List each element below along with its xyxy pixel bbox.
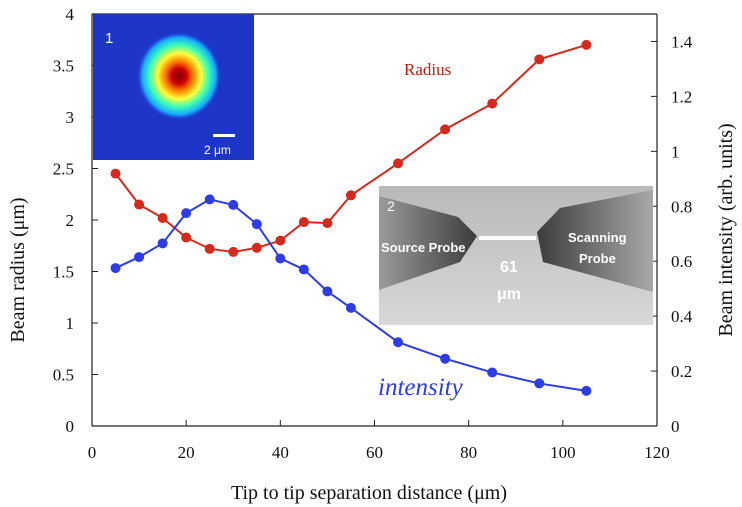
data-point-radius — [345, 190, 356, 201]
data-point-intensity — [275, 253, 286, 264]
x-tick-label: 80 — [460, 443, 477, 462]
x-tick-label: 120 — [644, 443, 670, 462]
y-right-tick-label: 0.2 — [671, 362, 692, 381]
scale-bar — [213, 134, 235, 137]
y-left-tick-label: 3.5 — [53, 57, 74, 76]
gap-distance-value: 61 — [500, 259, 518, 276]
beam-spot — [137, 32, 221, 120]
data-point-radius — [393, 158, 404, 169]
source-probe-shape — [379, 196, 477, 290]
series-line-intensity — [115, 198, 587, 392]
data-point-radius — [487, 98, 498, 109]
y-left-tick-label: 4 — [66, 5, 75, 24]
data-point-intensity — [251, 219, 262, 230]
gap-distance-unit: μm — [497, 286, 521, 303]
y-left-tick-label: 3 — [66, 108, 75, 127]
x-axis-title: Tip to tip separation distance (μm) — [231, 482, 507, 504]
data-point-intensity — [204, 194, 215, 205]
inset-probe-photo: 2 Source Probe Scanning Probe 61 μm — [379, 186, 653, 325]
data-point-radius — [204, 243, 215, 254]
series-layer — [110, 39, 592, 396]
inset-probe-photo-index: 2 — [387, 198, 395, 214]
x-tick-label: 20 — [178, 443, 195, 462]
y-right-tick-label: 0.6 — [671, 252, 692, 271]
series-label-radius: Radius — [404, 60, 451, 79]
data-point-radius — [298, 217, 309, 228]
data-point-radius — [134, 199, 145, 210]
data-point-intensity — [345, 302, 356, 313]
data-point-intensity — [157, 238, 168, 249]
data-point-radius — [181, 232, 192, 243]
scanning-probe-label-line2: Probe — [579, 251, 616, 266]
y-left-tick-label: 2.5 — [53, 160, 74, 179]
data-point-radius — [157, 212, 168, 223]
data-point-radius — [110, 168, 121, 179]
data-point-intensity — [581, 385, 592, 396]
scanning-probe-shape — [537, 190, 653, 292]
y-right-tick-label: 1.2 — [671, 87, 692, 106]
data-point-radius — [440, 124, 451, 135]
data-point-intensity — [440, 353, 451, 364]
data-point-intensity — [487, 367, 498, 378]
data-point-intensity — [134, 252, 145, 263]
y-left-tick-label: 0 — [66, 417, 75, 436]
y-left-tick-label: 2 — [66, 211, 75, 230]
data-point-intensity — [110, 263, 121, 274]
scale-bar-label: 2 μm — [204, 143, 231, 157]
data-point-intensity — [181, 208, 192, 219]
inset-beam-spot: 1 2 μm — [93, 14, 254, 160]
y-axis-right-title: Beam intensity (arb. units) — [715, 123, 737, 336]
x-tick-label: 0 — [88, 443, 97, 462]
data-point-intensity — [298, 264, 309, 275]
y-right-tick-label: 0 — [671, 417, 680, 436]
y-left-tick-label: 0.5 — [53, 366, 74, 385]
y-right-tick-label: 0.8 — [671, 197, 692, 216]
x-tick-label: 40 — [272, 443, 289, 462]
data-point-radius — [275, 235, 286, 246]
inset-beam-spot-index: 1 — [105, 30, 113, 47]
data-point-radius — [228, 246, 239, 257]
series-label-intensity: intensity — [378, 374, 464, 401]
x-tick-label: 100 — [550, 443, 576, 462]
y-axis-left-title: Beam radius (μm) — [7, 197, 29, 342]
data-point-intensity — [393, 337, 404, 348]
data-point-intensity — [322, 286, 333, 297]
data-point-intensity — [534, 378, 545, 389]
y-right-tick-label: 1 — [671, 142, 680, 161]
data-point-radius — [534, 54, 545, 65]
y-left-tick-label: 1 — [66, 314, 75, 333]
gap-marker — [479, 236, 536, 240]
scanning-probe-label-line1: Scanning — [568, 230, 627, 245]
axis-ticks: 0 20 40 60 80 100 12000.511.522.533.5400.20.40… — [53, 5, 693, 462]
y-right-tick-label: 0.4 — [671, 307, 693, 326]
y-left-tick-label: 1.5 — [53, 263, 74, 282]
y-right-tick-label: 1.4 — [671, 32, 693, 51]
source-probe-label: Source Probe — [381, 240, 466, 255]
data-point-intensity — [228, 199, 239, 210]
x-tick-label: 60 — [366, 443, 383, 462]
data-point-radius — [251, 242, 262, 253]
data-point-radius — [322, 218, 333, 229]
data-point-radius — [581, 39, 592, 50]
